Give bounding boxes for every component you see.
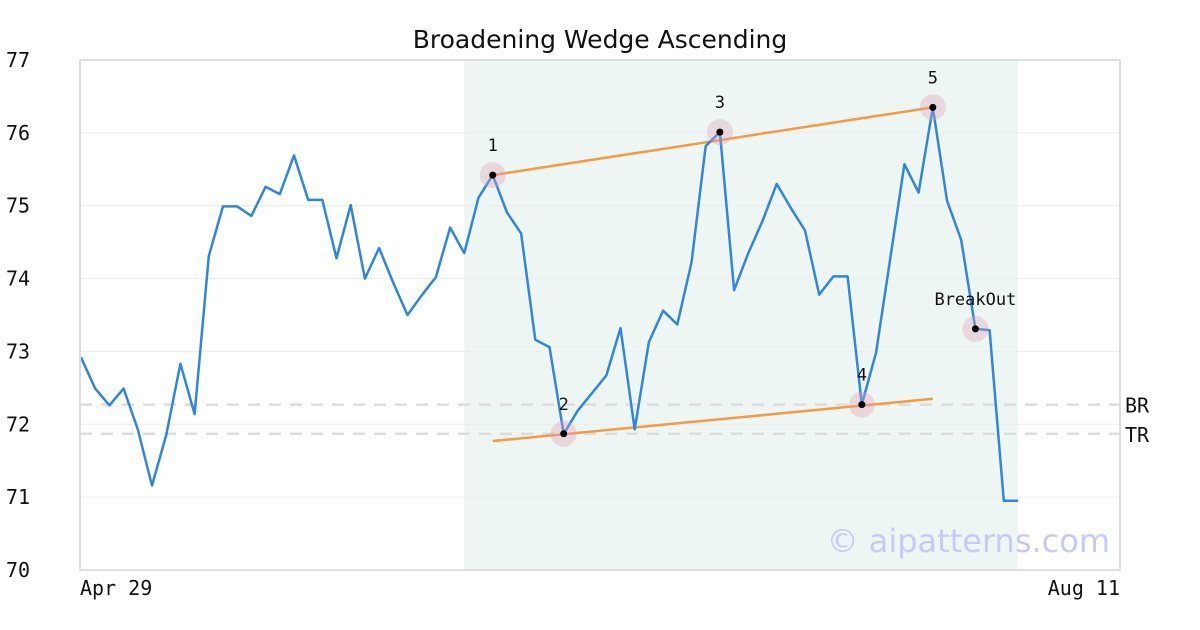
pattern-point-label: 1 (488, 136, 498, 156)
pattern-point-marker (929, 103, 937, 111)
pattern-point-marker (971, 325, 979, 333)
pattern-point-marker (858, 401, 866, 409)
y-tick-label: 73 (6, 339, 30, 363)
y-tick-label: 70 (6, 558, 30, 582)
y-tick-label: 71 (6, 485, 30, 509)
y-tick-label: 74 (6, 267, 30, 291)
pattern-point-label: 2 (559, 395, 569, 415)
trend-line (492, 106, 934, 177)
watermark: © aipatterns.com (827, 522, 1110, 560)
pattern-point-marker (560, 430, 568, 438)
y-tick-label: 76 (6, 121, 30, 145)
pattern-point-marker (716, 128, 724, 136)
chart-title: Broadening Wedge Ascending (413, 25, 788, 54)
y-tick-label: 72 (6, 412, 30, 436)
x-tick-start: Apr 29 (80, 576, 152, 600)
pattern-point-label: BreakOut (934, 290, 1016, 310)
pattern-point-label: 5 (928, 68, 938, 88)
pattern-point-marker (489, 171, 497, 179)
pattern-points: 1 2 3 4 5 BreakOut (479, 68, 1016, 447)
y-tick-label: 75 (6, 194, 30, 218)
pattern-point-label: 4 (857, 366, 867, 386)
reference-line-label: TR (1125, 423, 1150, 447)
reference-line-label: BR (1125, 394, 1150, 418)
x-tick-end: Aug 11 (1048, 576, 1120, 600)
pattern-point-label: 3 (715, 93, 725, 113)
y-tick-label: 77 (6, 48, 30, 72)
plot-frame (79, 59, 1121, 571)
y-axis-ticks: 70 71 72 73 74 75 76 77 (6, 48, 30, 582)
reference-lines: BR TR (80, 394, 1150, 447)
